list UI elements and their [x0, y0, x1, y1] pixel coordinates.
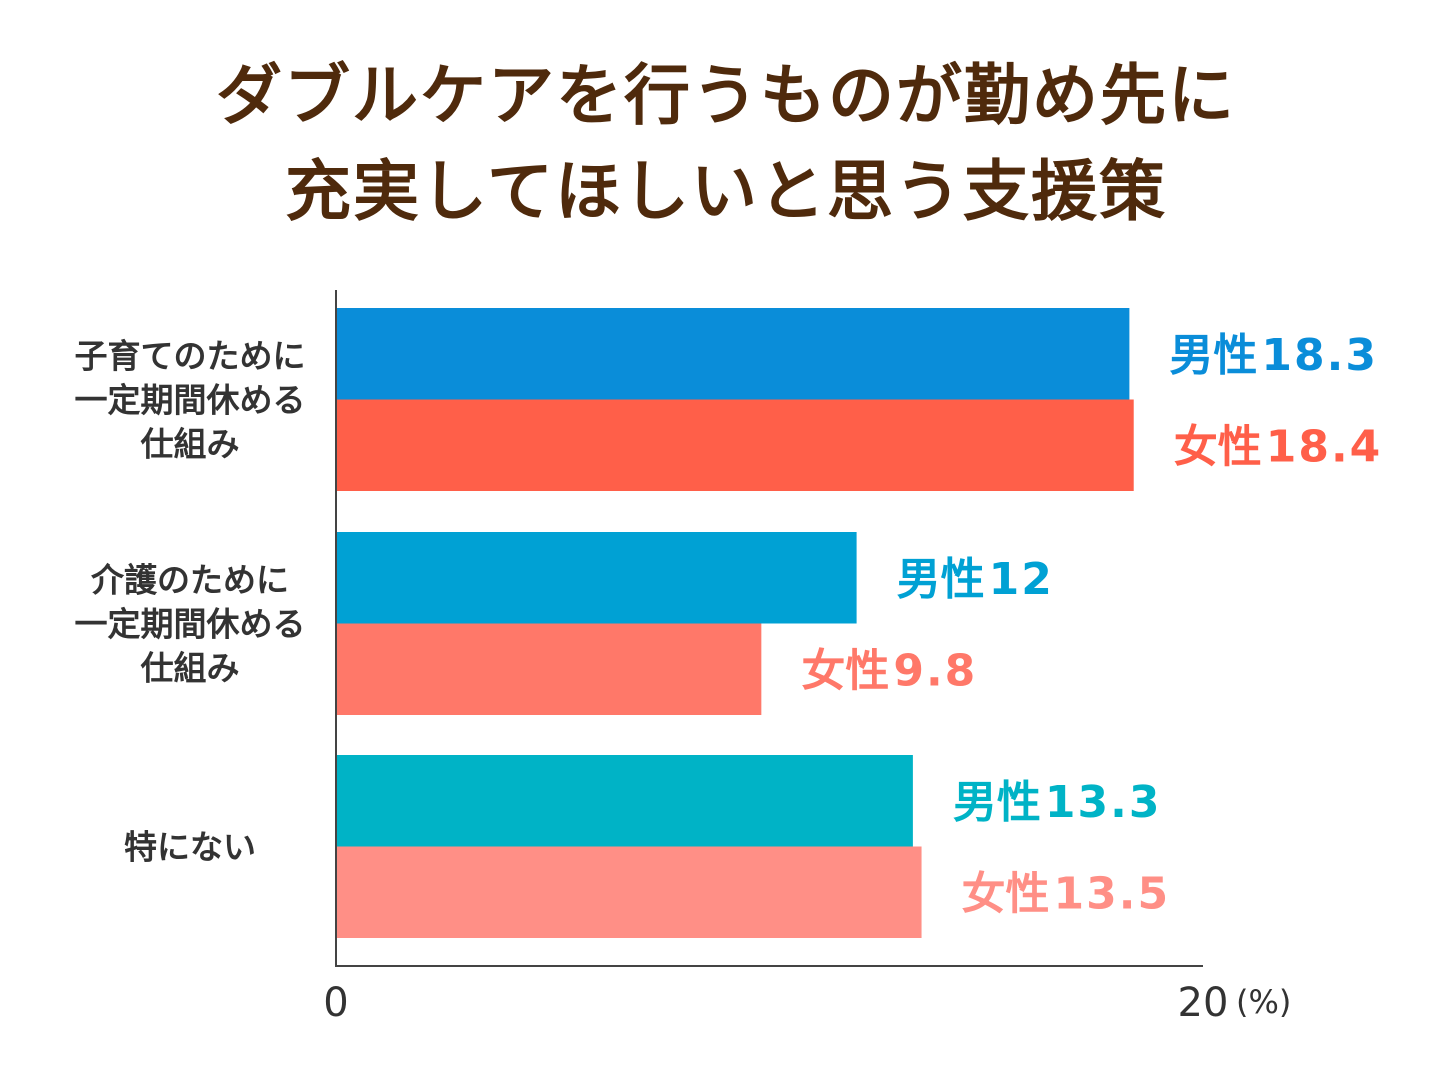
bar-female [337, 846, 922, 938]
category-label: 仕組み [141, 425, 240, 464]
title-line-1: ダブルケアを行うものが勤め先に [216, 57, 1236, 134]
category-label: 一定期間休める [75, 605, 306, 644]
category-label: 子育てのために [75, 337, 306, 376]
bar-male [337, 308, 1130, 400]
data-label: 女性9.8 [801, 645, 977, 696]
series-name: 男性 [897, 554, 985, 605]
series-name: 女性 [962, 868, 1050, 919]
value: 9.8 [893, 645, 977, 696]
data-label: 男性18.3 [1169, 330, 1378, 381]
value: 18.4 [1266, 421, 1383, 472]
category-label: 介護のために [91, 561, 289, 600]
data-label: 男性13.3 [953, 777, 1162, 828]
value: 12 [989, 554, 1054, 605]
series-name: 男性 [953, 777, 1041, 828]
bar-male [337, 755, 913, 847]
x-unit: (%) [1236, 983, 1291, 1021]
title-line-2: 充実してほしいと思う支援策 [284, 153, 1168, 230]
bar-male [337, 532, 857, 624]
x-tick-20: 20 [1178, 980, 1229, 1026]
bar-female [337, 623, 762, 715]
value: 13.3 [1045, 777, 1162, 828]
data-label: 女性18.4 [1174, 421, 1383, 472]
value: 18.3 [1261, 330, 1378, 381]
category-label: 一定期間休める [75, 381, 306, 420]
series-name: 男性 [1169, 330, 1257, 381]
series-name: 女性 [1174, 421, 1262, 472]
value: 13.5 [1054, 868, 1171, 919]
chart-title: ダブルケアを行うものが勤め先に 充実してほしいと思う支援策 [0, 48, 1452, 240]
data-label: 男性12 [897, 554, 1054, 605]
category-label: 特にない [124, 828, 256, 867]
category-label: 仕組み [141, 649, 240, 688]
bar-female [337, 399, 1134, 491]
series-name: 女性 [801, 645, 889, 696]
data-label: 女性13.5 [962, 868, 1171, 919]
x-tick-0: 0 [323, 980, 348, 1026]
